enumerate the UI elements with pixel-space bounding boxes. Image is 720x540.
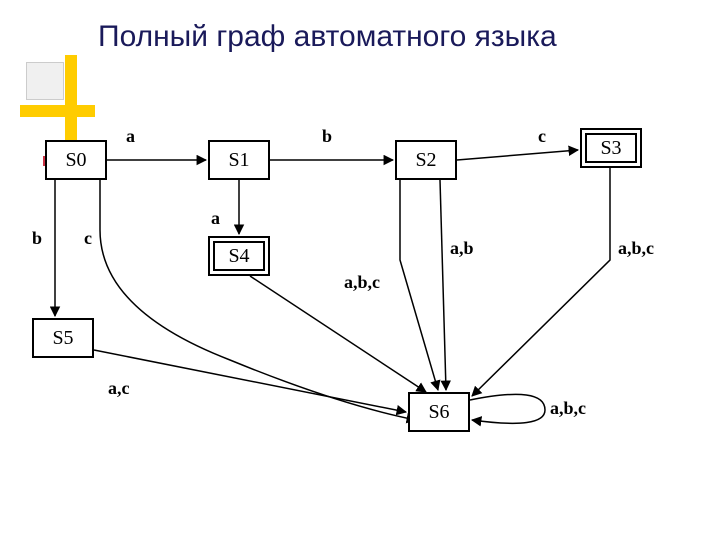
edge-label-b1: b [322, 126, 332, 147]
edge-label-a2: a [211, 208, 220, 229]
edge-label-a1: a [126, 126, 135, 147]
node-label: S2 [415, 149, 436, 172]
node-s2: S2 [395, 140, 457, 180]
node-s4: S4 [208, 236, 270, 276]
node-label: S6 [428, 401, 449, 424]
edge-label-ac: a,c [108, 378, 130, 399]
accent-square [26, 62, 64, 100]
edge-label-c2: c [84, 228, 92, 249]
edge-label-abc3: a,b,c [550, 398, 586, 419]
node-s3: S3 [580, 128, 642, 168]
node-label: S0 [65, 149, 86, 172]
node-label: S5 [52, 327, 73, 350]
edge-label-c1: c [538, 126, 546, 147]
graph-edges [0, 0, 720, 540]
accent-bar-horizontal [20, 105, 95, 117]
node-label: S4 [228, 245, 249, 268]
edge-label-abc2: a,b,c [618, 238, 654, 259]
node-s1: S1 [208, 140, 270, 180]
node-s0: S0 [45, 140, 107, 180]
page-title: Полный граф автоматного языка [98, 20, 557, 54]
node-label: S3 [600, 137, 621, 160]
edge-label-ab: a,b [450, 238, 474, 259]
node-label: S1 [228, 149, 249, 172]
node-s5: S5 [32, 318, 94, 358]
node-s6: S6 [408, 392, 470, 432]
edge-label-abc1: a,b,c [344, 272, 380, 293]
edge-label-b2: b [32, 228, 42, 249]
